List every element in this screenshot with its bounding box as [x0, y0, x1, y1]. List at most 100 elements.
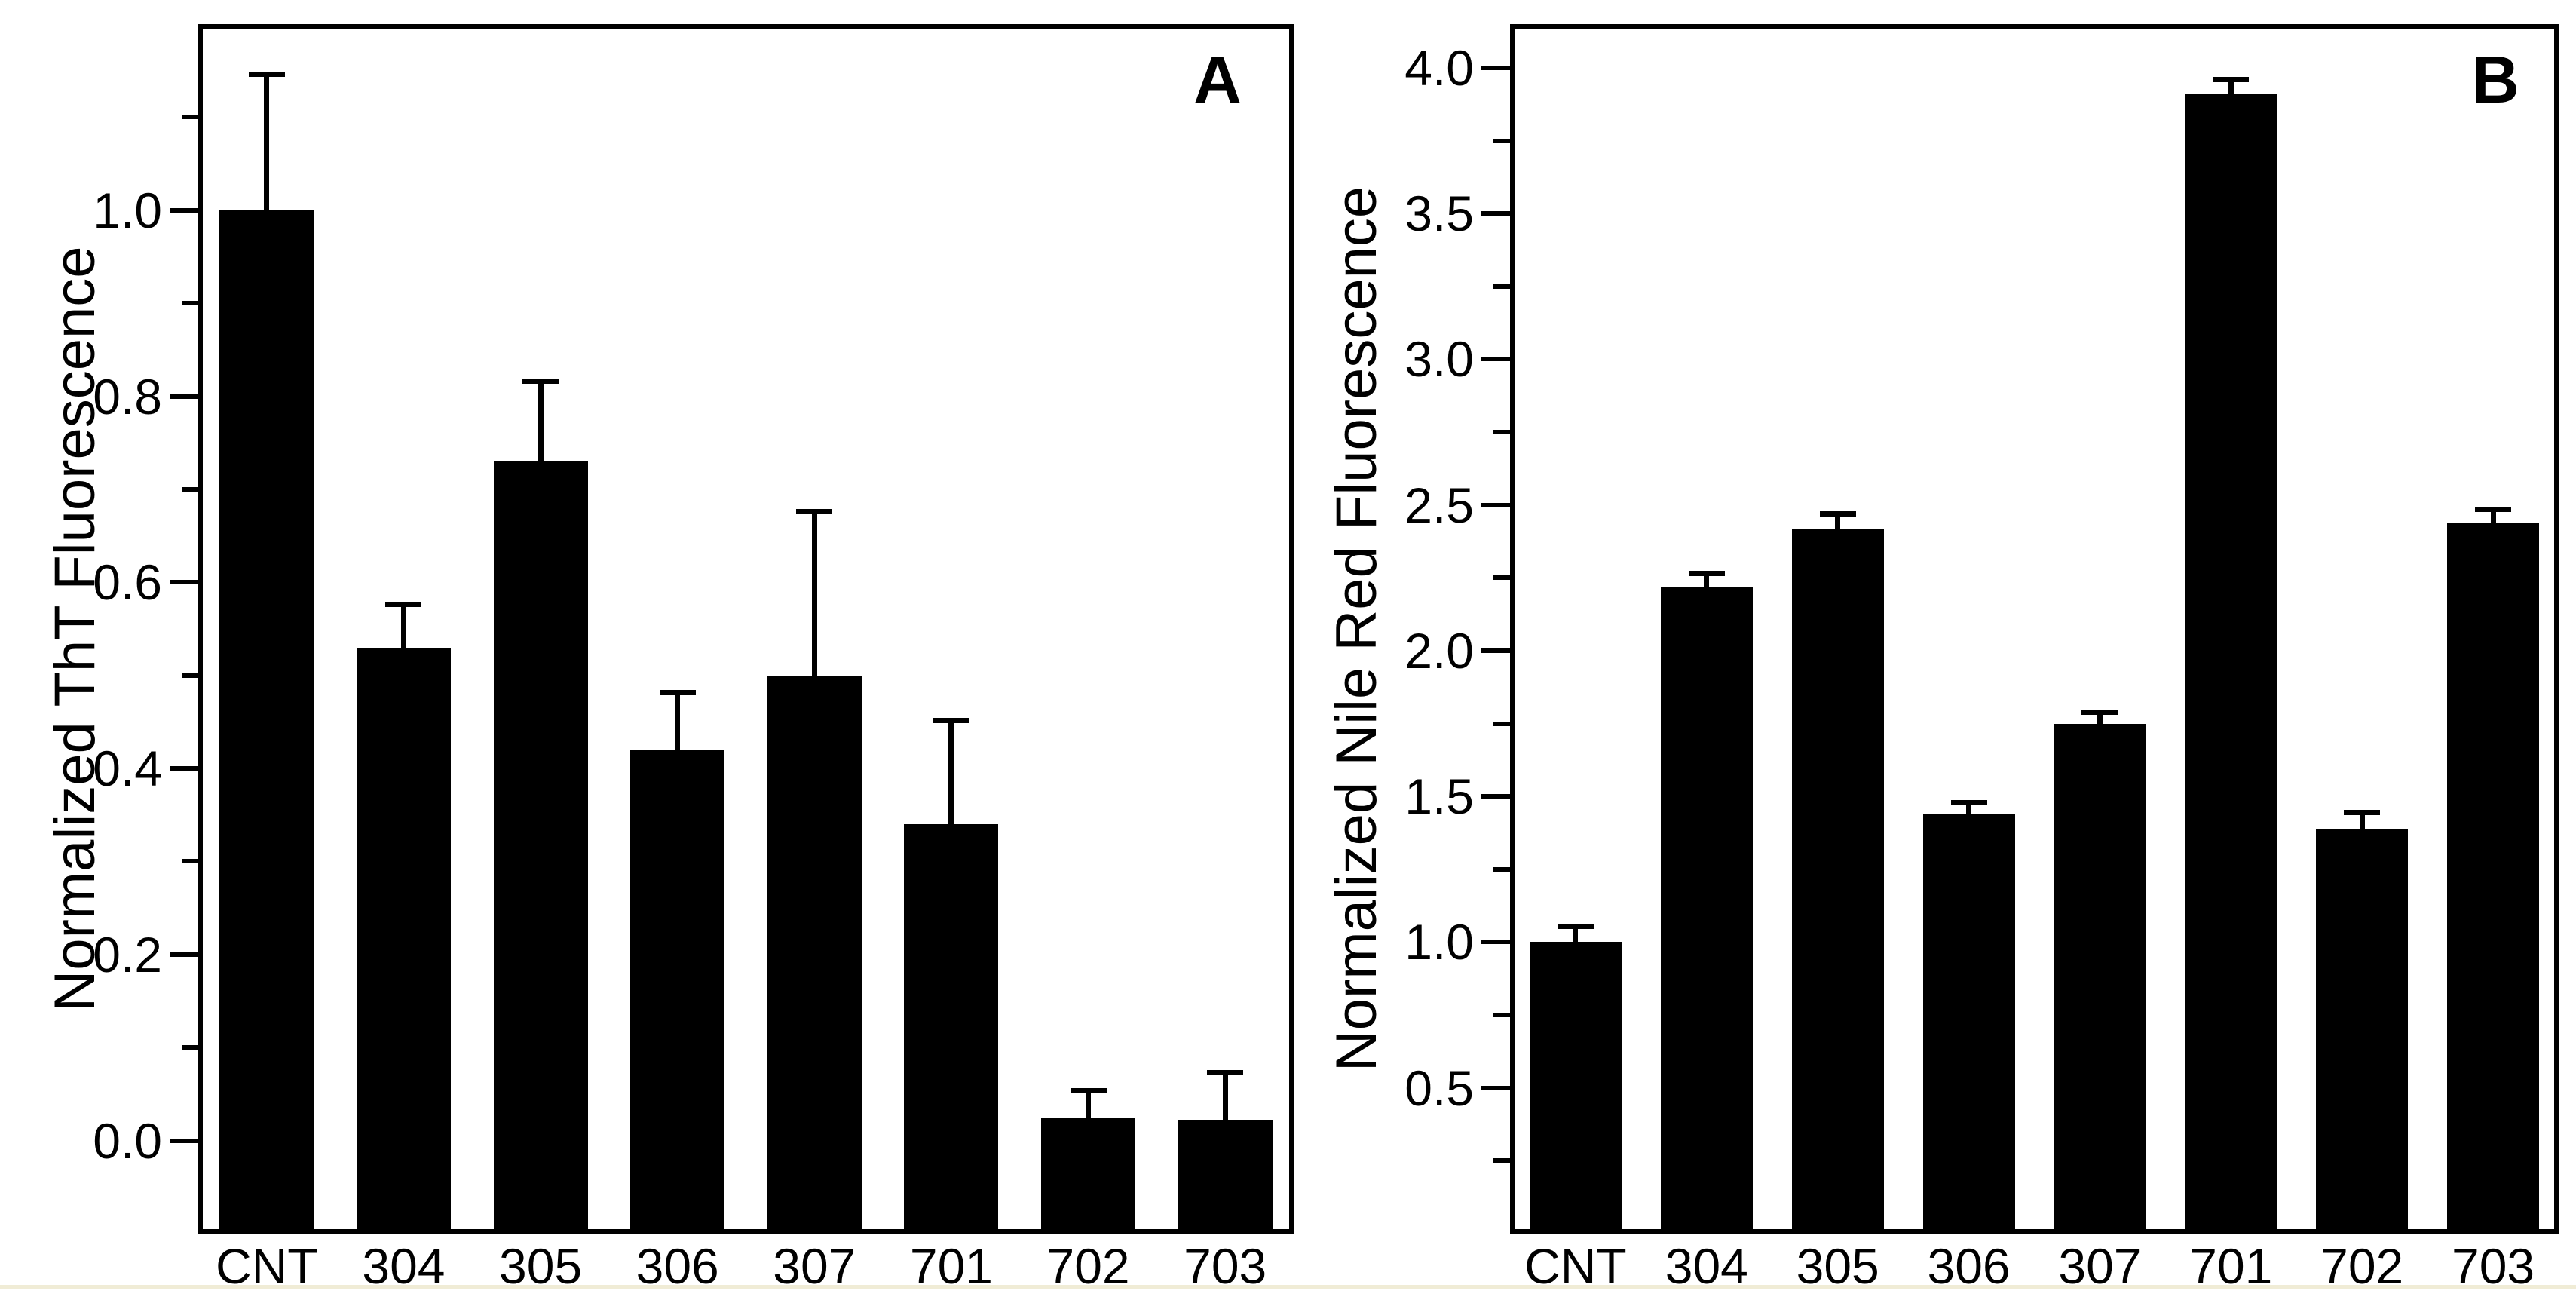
error-bar-whisker — [2097, 713, 2103, 724]
x-category-label: 703 — [1184, 1238, 1267, 1294]
error-bar-whisker — [1835, 515, 1841, 529]
error-bar-whisker — [2359, 814, 2365, 829]
y-major-tick — [170, 766, 198, 771]
y-major-tick — [1481, 794, 1510, 799]
error-bar-cap — [1950, 799, 1987, 805]
y-minor-tick — [1493, 1158, 1510, 1164]
y-minor-tick — [182, 859, 198, 864]
bar — [2185, 94, 2277, 1234]
bar — [1529, 942, 1622, 1234]
y-minor-tick — [182, 115, 198, 120]
error-bar-cap — [1207, 1069, 1244, 1075]
x-category-label: 304 — [362, 1238, 446, 1294]
error-bar-whisker — [1222, 1073, 1228, 1121]
y-minor-tick — [182, 1045, 198, 1050]
bar — [904, 824, 999, 1234]
y-minor-tick — [1493, 1013, 1510, 1018]
y-tick-label: 4.0 — [1404, 39, 1474, 96]
error-bar-cap — [2344, 810, 2381, 816]
y-major-tick — [1481, 1085, 1510, 1090]
y-tick-label: 3.0 — [1404, 331, 1474, 388]
panel-letter: A — [1193, 42, 1242, 117]
y-minor-tick — [182, 673, 198, 678]
error-bar-whisker — [1704, 575, 1710, 587]
bar — [1041, 1117, 1136, 1234]
error-bar-cap — [2213, 77, 2250, 83]
x-category-label: CNT — [1524, 1238, 1627, 1294]
x-category-label: 701 — [2189, 1238, 2273, 1294]
y-tick-label: 1.5 — [1404, 768, 1474, 825]
y-tick-label: 0.0 — [93, 1112, 162, 1169]
error-bar-cap — [2475, 507, 2512, 513]
y-minor-tick — [1493, 138, 1510, 143]
y-minor-tick — [1493, 721, 1510, 726]
bar — [1178, 1120, 1273, 1234]
error-bar-cap — [248, 71, 285, 77]
bar — [1660, 586, 1753, 1234]
error-bar-cap — [1819, 511, 1856, 517]
y-minor-tick — [1493, 430, 1510, 435]
error-bar-cap — [522, 379, 559, 385]
y-minor-tick — [1493, 284, 1510, 289]
bar — [356, 647, 451, 1234]
y-major-tick — [170, 1138, 198, 1143]
x-category-label: 307 — [773, 1238, 856, 1294]
x-category-label: 703 — [2452, 1238, 2535, 1294]
y-tick-label: 2.0 — [1404, 622, 1474, 679]
y-major-tick — [1481, 65, 1510, 70]
x-category-label: 305 — [1796, 1238, 1879, 1294]
y-minor-tick — [1493, 575, 1510, 581]
error-bar-whisker — [675, 694, 681, 750]
bar — [1922, 814, 2015, 1234]
x-category-label: 304 — [1665, 1238, 1748, 1294]
error-bar-whisker — [1573, 927, 1579, 943]
error-bar-cap — [2081, 710, 2118, 716]
x-category-label: 306 — [1927, 1238, 2011, 1294]
y-tick-label: 0.6 — [93, 554, 162, 611]
error-bar-cap — [659, 690, 696, 696]
y-minor-tick — [182, 486, 198, 492]
error-bar-cap — [1070, 1088, 1107, 1094]
y-minor-tick — [1493, 866, 1510, 872]
y-major-tick — [170, 394, 198, 399]
y-axis-title: Normalized Nile Red Fluorescence — [1325, 185, 1389, 1072]
bar — [630, 750, 725, 1234]
y-major-tick — [1481, 502, 1510, 507]
x-category-label: 305 — [499, 1238, 583, 1294]
error-bar-whisker — [811, 512, 817, 676]
y-tick-label: 1.0 — [1404, 914, 1474, 970]
x-category-label: 701 — [909, 1238, 993, 1294]
x-category-label: 306 — [636, 1238, 719, 1294]
error-bar-whisker — [2228, 81, 2234, 94]
error-bar-cap — [1688, 571, 1725, 577]
y-tick-label: 2.5 — [1404, 477, 1474, 533]
bar — [493, 461, 588, 1234]
y-tick-label: 0.4 — [93, 740, 162, 797]
error-bar-whisker — [948, 722, 954, 825]
y-major-tick — [1481, 211, 1510, 216]
y-tick-label: 1.0 — [93, 182, 162, 238]
y-axis-title: Normalized ThT Fluorescence — [43, 246, 107, 1012]
error-bar-cap — [796, 508, 833, 514]
bar — [2054, 723, 2146, 1234]
x-category-label: 307 — [2058, 1238, 2142, 1294]
error-bar-cap — [385, 602, 422, 608]
error-bar-whisker — [2490, 510, 2496, 523]
y-major-tick — [170, 207, 198, 213]
error-bar-whisker — [1086, 1092, 1092, 1118]
bar — [767, 675, 862, 1234]
y-tick-label: 3.5 — [1404, 185, 1474, 242]
error-bar-whisker — [264, 75, 270, 210]
x-category-label: 702 — [1046, 1238, 1130, 1294]
bar — [1791, 528, 1884, 1234]
bar — [219, 210, 314, 1234]
panel-letter: B — [2471, 42, 2519, 117]
y-major-tick — [170, 952, 198, 957]
bar — [2447, 522, 2540, 1234]
y-tick-label: 0.8 — [93, 368, 162, 425]
y-major-tick — [1481, 940, 1510, 945]
bar — [2316, 828, 2409, 1234]
x-category-label: CNT — [215, 1238, 318, 1294]
error-bar-whisker — [400, 606, 406, 648]
